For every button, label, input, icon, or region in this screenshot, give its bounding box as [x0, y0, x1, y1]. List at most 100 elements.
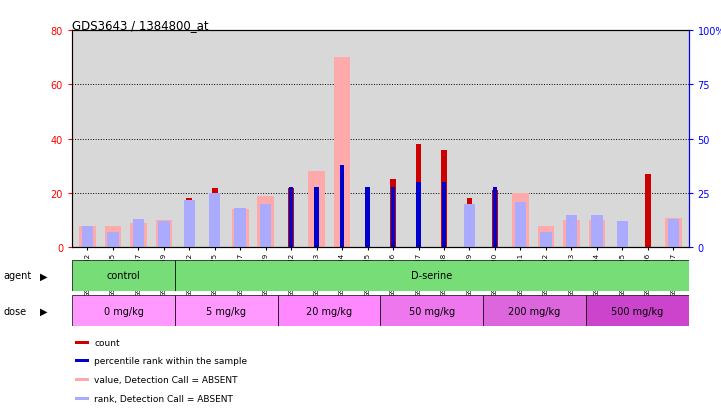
Text: 500 mg/kg: 500 mg/kg	[611, 306, 663, 316]
Bar	[79, 226, 96, 248]
Bar	[464, 204, 475, 248]
Bar	[260, 204, 271, 248]
Bar	[329, 31, 355, 248]
Bar	[288, 188, 294, 248]
Bar	[130, 223, 146, 248]
Bar	[533, 31, 559, 248]
Text: 50 mg/kg: 50 mg/kg	[409, 306, 455, 316]
Bar	[105, 226, 121, 248]
Bar	[390, 180, 396, 248]
Bar	[212, 188, 218, 248]
Bar	[665, 218, 681, 248]
Bar	[156, 221, 172, 248]
Bar	[355, 31, 380, 248]
Bar	[184, 200, 195, 248]
Bar	[416, 145, 421, 248]
Bar	[81, 226, 93, 248]
Bar	[228, 31, 253, 248]
Bar	[645, 175, 650, 248]
Bar	[232, 210, 249, 248]
Bar	[289, 187, 293, 248]
Bar	[381, 295, 483, 326]
Bar	[110, 240, 115, 248]
Bar	[75, 396, 89, 400]
Text: ▶: ▶	[40, 306, 47, 316]
Bar	[416, 183, 421, 248]
Bar	[75, 31, 100, 248]
Bar	[209, 194, 221, 248]
Bar	[591, 215, 603, 248]
Bar	[619, 223, 625, 248]
Bar	[540, 233, 552, 248]
Bar	[559, 31, 584, 248]
Bar	[492, 191, 497, 248]
Bar	[456, 31, 482, 248]
Bar	[441, 150, 447, 248]
Bar	[616, 222, 628, 248]
Bar	[391, 187, 395, 248]
Bar	[100, 31, 125, 248]
Bar	[508, 31, 533, 248]
Bar	[309, 172, 325, 248]
Bar	[174, 295, 278, 326]
Text: dose: dose	[4, 306, 27, 316]
Bar	[660, 31, 686, 248]
Bar	[174, 260, 689, 291]
Bar	[75, 378, 89, 381]
Text: D-serine: D-serine	[411, 271, 452, 281]
Bar	[512, 194, 528, 248]
Bar	[635, 31, 660, 248]
Bar	[380, 31, 406, 248]
Text: value, Detection Call = ABSENT: value, Detection Call = ABSENT	[94, 375, 238, 384]
Bar	[158, 222, 169, 248]
Bar	[75, 359, 89, 363]
Bar	[668, 220, 679, 248]
Text: ▶: ▶	[40, 271, 47, 281]
Bar	[278, 295, 381, 326]
Text: agent: agent	[4, 271, 32, 281]
Bar	[609, 31, 635, 248]
Bar	[442, 183, 446, 248]
Bar	[482, 31, 508, 248]
Bar	[340, 165, 345, 248]
Bar	[566, 215, 577, 248]
Bar	[72, 260, 174, 291]
Bar	[563, 221, 580, 248]
Bar	[72, 295, 174, 326]
Bar	[366, 187, 370, 248]
Bar	[585, 295, 689, 326]
Bar	[538, 226, 554, 248]
Bar	[257, 196, 274, 248]
Text: percentile rank within the sample: percentile rank within the sample	[94, 356, 247, 366]
Bar	[187, 199, 192, 248]
Bar	[466, 199, 472, 248]
Bar	[234, 209, 246, 248]
Bar	[406, 31, 431, 248]
Bar	[202, 31, 228, 248]
Bar	[107, 233, 118, 248]
Bar	[177, 31, 202, 248]
Text: count: count	[94, 338, 120, 347]
Bar	[334, 58, 350, 248]
Text: rank, Detection Call = ABSENT: rank, Detection Call = ABSENT	[94, 394, 233, 403]
Bar	[125, 31, 151, 248]
Bar	[314, 187, 319, 248]
Bar	[365, 188, 371, 248]
Bar	[304, 31, 329, 248]
Text: 5 mg/kg: 5 mg/kg	[206, 306, 246, 316]
Bar	[253, 31, 278, 248]
Bar	[584, 31, 609, 248]
Text: 200 mg/kg: 200 mg/kg	[508, 306, 560, 316]
Bar	[588, 221, 605, 248]
Text: control: control	[107, 271, 141, 281]
Text: GDS3643 / 1384800_at: GDS3643 / 1384800_at	[72, 19, 208, 31]
Bar	[483, 295, 585, 326]
Bar	[75, 341, 89, 344]
Text: 0 mg/kg: 0 mg/kg	[104, 306, 143, 316]
Bar	[515, 202, 526, 248]
Text: 20 mg/kg: 20 mg/kg	[306, 306, 352, 316]
Bar	[133, 220, 144, 248]
Bar	[151, 31, 177, 248]
Bar	[431, 31, 456, 248]
Bar	[492, 187, 497, 248]
